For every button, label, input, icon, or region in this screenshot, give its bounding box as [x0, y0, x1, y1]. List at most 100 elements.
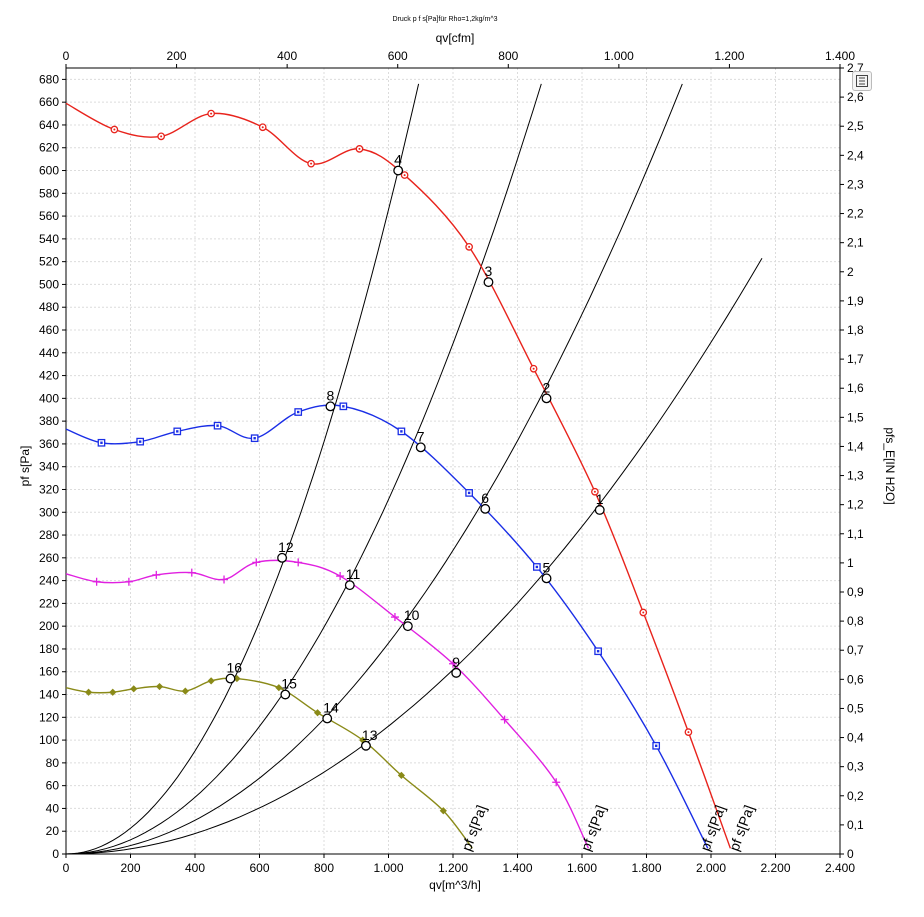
operating-point	[480, 503, 491, 514]
y-tick-label: 140	[39, 688, 59, 702]
x-axis-label: qv[m^3/h]	[429, 878, 481, 892]
operating-point	[360, 740, 371, 751]
y2-tick-label: 0,1	[847, 818, 864, 832]
y-tick-label: 240	[39, 574, 59, 588]
y-tick-label: 380	[39, 414, 59, 428]
y-tick-label: 660	[39, 95, 59, 109]
data-point	[207, 677, 215, 685]
operating-point-label: 5	[543, 559, 551, 575]
series-label: pf s[Pa]	[726, 803, 757, 853]
data-point-dot	[532, 367, 535, 370]
y-tick-label: 0	[52, 847, 59, 861]
x-tick-label: 200	[120, 861, 140, 875]
y-tick-label: 160	[39, 665, 59, 679]
data-point-dot	[642, 611, 645, 614]
y2-tick-label: 1,6	[847, 381, 864, 395]
data-point-dot	[467, 491, 471, 495]
operating-point	[541, 393, 552, 404]
y-tick-label: 420	[39, 369, 59, 383]
y-tick-label: 620	[39, 141, 59, 155]
y-tick-label: 60	[46, 779, 60, 793]
y2-tick-label: 1	[847, 556, 854, 570]
data-point-dot	[400, 430, 403, 433]
y2-tick-label: 1,9	[847, 294, 864, 308]
operating-point	[415, 442, 426, 453]
data-point-dot	[342, 405, 345, 408]
y2-tick-label: 1,5	[847, 410, 864, 424]
y2-tick-label: 1,2	[847, 498, 864, 512]
y2-tick-label: 0,8	[847, 614, 864, 628]
data-point-dot	[160, 135, 163, 138]
operating-point-label: 6	[481, 490, 489, 506]
data-point	[187, 568, 196, 577]
data-point	[109, 688, 117, 696]
operating-point	[402, 621, 413, 632]
operating-point	[325, 401, 336, 412]
y2-tick-label: 2,2	[847, 207, 864, 221]
y2-tick-label: 0,3	[847, 760, 864, 774]
y2-tick-label: 2,1	[847, 236, 864, 250]
data-point-dot	[210, 112, 213, 115]
zoom-fit-button[interactable]	[852, 71, 872, 91]
data-point	[155, 682, 164, 691]
y-tick-label: 400	[39, 391, 59, 405]
series-label: pf s[Pa]	[458, 803, 489, 853]
chart-title: Druck p f s[Pa]für Rho=1,2kg/m^3	[392, 16, 497, 23]
data-point	[181, 687, 189, 695]
system-curve	[65, 83, 683, 855]
data-point	[92, 577, 101, 586]
y2-tick-label: 0,2	[847, 789, 864, 803]
x2-tick-label: 400	[277, 49, 297, 63]
operating-point	[541, 573, 552, 584]
y-tick-label: 460	[39, 323, 59, 337]
y-tick-label: 640	[39, 118, 59, 132]
operating-point-label: 11	[346, 566, 361, 582]
data-point-dot	[176, 430, 179, 433]
y-tick-label: 100	[39, 733, 59, 747]
x2-axis-label: qv[cfm]	[436, 31, 475, 45]
y-tick-label: 40	[46, 801, 60, 815]
y2-tick-label: 0,9	[847, 585, 864, 599]
operating-point	[225, 673, 236, 684]
data-point-dot	[216, 424, 219, 427]
y-tick-label: 20	[46, 824, 60, 838]
data-point	[500, 715, 509, 724]
operating-point-label: 10	[404, 607, 420, 623]
data-point	[233, 674, 241, 683]
data-point-dot	[596, 650, 600, 653]
x-tick-label: 600	[249, 861, 269, 875]
y-tick-label: 500	[39, 277, 59, 291]
data-point-dot	[113, 128, 116, 131]
y-tick-label: 580	[39, 186, 59, 200]
operating-point-label: 16	[226, 660, 242, 676]
system-curve	[65, 83, 420, 855]
data-point	[130, 685, 138, 693]
operating-point	[483, 277, 494, 288]
series-line	[65, 102, 732, 849]
data-point-dot	[403, 174, 406, 177]
x2-tick-label: 0	[63, 49, 70, 63]
y-tick-label: 180	[39, 642, 59, 656]
operating-point-label: 9	[452, 654, 460, 670]
y-tick-label: 320	[39, 482, 59, 496]
x2-tick-label: 800	[498, 49, 518, 63]
system-curve	[65, 257, 763, 855]
y2-tick-label: 0,5	[847, 701, 864, 715]
tick-labels: 0 200 400 600 800 1.000 1.200 1.400 1.600 1.800 2.…	[39, 49, 864, 875]
y-tick-label: 540	[39, 232, 59, 246]
y-tick-label: 220	[39, 596, 59, 610]
data-point-dot	[310, 162, 313, 165]
data-point-dot	[358, 147, 361, 150]
data-point-dot	[687, 731, 690, 734]
data-point	[449, 659, 457, 668]
y-tick-label: 300	[39, 505, 59, 519]
y2-tick-label: 2,5	[847, 119, 864, 133]
y-tick-label: 440	[39, 346, 59, 360]
data-point	[397, 771, 405, 779]
data-point-dot	[261, 126, 264, 129]
data-point	[275, 684, 283, 692]
x2-tick-label: 600	[388, 49, 408, 63]
operating-point	[594, 505, 605, 515]
x-tick-label: 1.000	[373, 861, 403, 875]
